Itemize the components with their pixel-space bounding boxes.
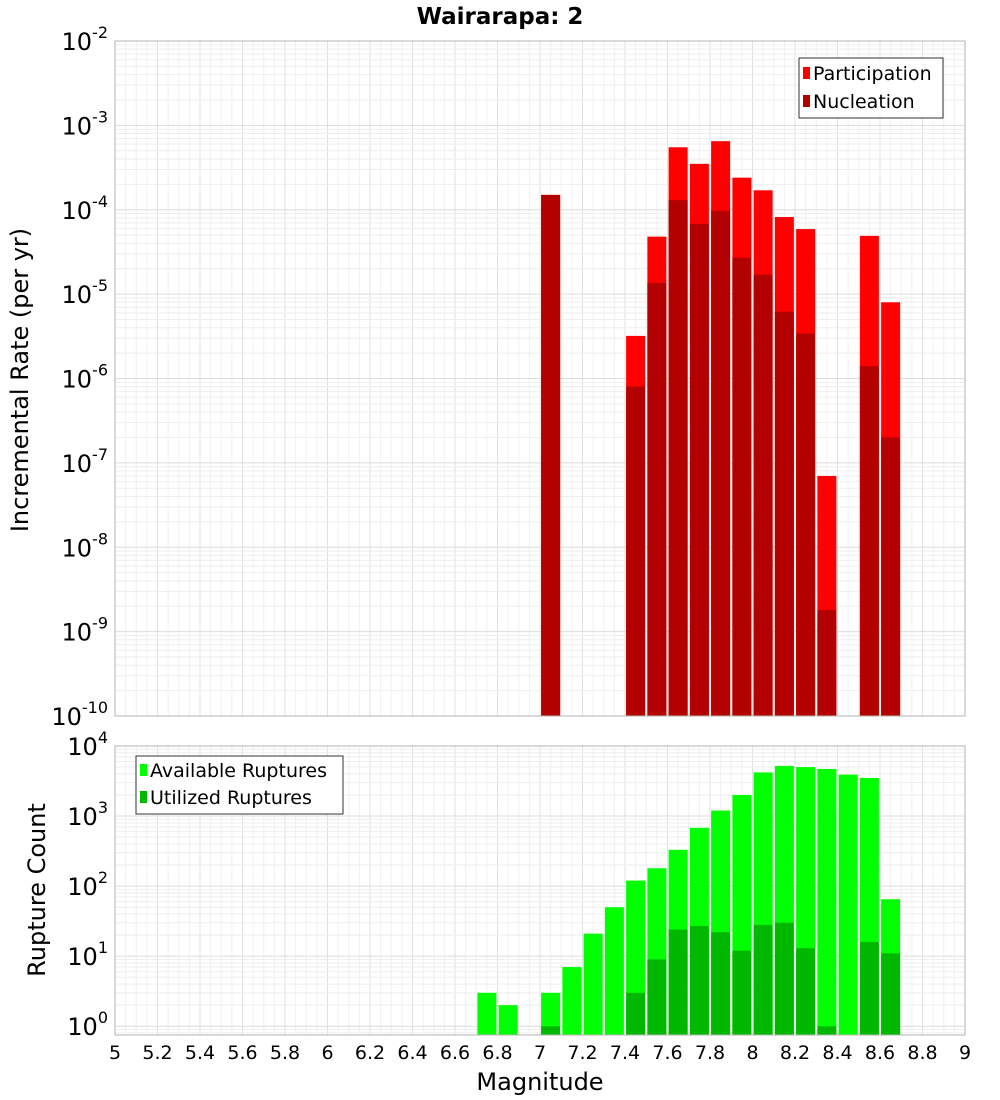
x-tick-label: 6 <box>321 1042 333 1064</box>
nucleation-bar <box>647 283 667 716</box>
count-legend: Available Ruptures Utilized Ruptures <box>135 755 344 815</box>
y-tick-label: 10-5 <box>62 276 109 309</box>
x-tick-label: 6.4 <box>397 1042 427 1064</box>
x-tick-label: 5.6 <box>227 1042 257 1064</box>
utilized-ruptures-bar <box>732 950 752 1035</box>
rate-bars <box>541 141 901 717</box>
x-tick-label: 5.4 <box>185 1042 215 1064</box>
nucleation-bar <box>859 366 879 716</box>
available-legend-label: Available Ruptures <box>150 760 327 782</box>
x-tick-label: 8.2 <box>780 1042 810 1064</box>
available-ruptures-bar <box>838 774 858 1035</box>
nucleation-bar <box>817 610 837 716</box>
x-tick-label: 7 <box>534 1042 546 1064</box>
chart-title: Wairarapa: 2 <box>417 4 584 30</box>
utilized-ruptures-bar <box>753 924 773 1035</box>
available-ruptures-bar <box>562 967 582 1035</box>
nucleation-bar <box>881 437 901 716</box>
nucleation-legend-swatch <box>803 95 810 107</box>
rate-gridlines <box>114 40 966 717</box>
x-tick-label: 7.8 <box>695 1042 725 1064</box>
nucleation-bar <box>732 257 752 716</box>
rate-y-axis-label: Incremental Rate (per yr) <box>6 228 34 532</box>
utilized-ruptures-bar <box>774 922 794 1035</box>
y-tick-label: 10-2 <box>62 23 109 56</box>
nucleation-bar <box>796 333 816 716</box>
y-tick-label: 10-10 <box>51 698 108 731</box>
available-ruptures-bar <box>583 933 603 1035</box>
utilized-ruptures-bar <box>668 929 688 1035</box>
count-y-axis-label: Rupture Count <box>23 803 51 977</box>
available-legend-swatch <box>140 764 147 776</box>
y-tick-label: 10-6 <box>62 361 109 394</box>
y-tick-label: 10-8 <box>62 529 109 562</box>
rate-legend-box <box>798 57 944 119</box>
x-tick-label: 5.2 <box>142 1042 172 1064</box>
count-panel: 104 103 102 101 100 5 5.2 5.4 5.6 5.8 6 6.2 6.4 6.6 6… <box>23 728 971 1096</box>
nucleation-bar <box>711 210 731 716</box>
rate-plot-frame <box>114 40 966 717</box>
y-tick-label: 10-3 <box>62 107 109 140</box>
count-y-tick-labels: 104 103 102 101 100 <box>67 728 108 1041</box>
participation-legend-swatch <box>803 67 810 79</box>
available-ruptures-bar <box>817 768 837 1035</box>
utilized-legend-label: Utilized Ruptures <box>150 787 312 809</box>
available-ruptures-bar <box>477 992 497 1035</box>
nucleation-bar <box>689 223 709 716</box>
y-tick-label: 10-9 <box>62 614 109 647</box>
x-tick-label: 6.2 <box>355 1042 385 1064</box>
utilized-ruptures-bar <box>796 948 816 1035</box>
x-tick-label: 8.8 <box>907 1042 937 1064</box>
x-tick-label: 5 <box>109 1042 121 1064</box>
participation-legend-label: Participation <box>813 63 932 85</box>
x-tick-label: 8.4 <box>822 1042 852 1064</box>
utilized-ruptures-bar <box>711 932 731 1035</box>
available-ruptures-bar <box>541 992 561 1035</box>
y-tick-label: 104 <box>67 728 108 761</box>
x-axis-label: Magnitude <box>476 1068 603 1096</box>
utilized-ruptures-bar <box>689 925 709 1035</box>
nucleation-bar <box>541 194 561 716</box>
count-plot-frame <box>114 745 966 1036</box>
utilized-ruptures-bar <box>541 1026 561 1035</box>
nucleation-bar <box>753 274 773 716</box>
x-tick-label: 6.6 <box>440 1042 470 1064</box>
y-tick-label: 100 <box>67 1008 108 1041</box>
x-tick-label: 9 <box>959 1042 971 1064</box>
utilized-ruptures-bar <box>626 992 646 1035</box>
y-tick-label: 10-4 <box>62 192 109 225</box>
x-tick-label: 7.6 <box>652 1042 682 1064</box>
x-tick-label: 7.4 <box>610 1042 640 1064</box>
y-tick-label: 101 <box>67 938 108 971</box>
y-tick-label: 103 <box>67 798 108 831</box>
x-tick-labels: 5 5.2 5.4 5.6 5.8 6 6.2 6.4 6.6 6.8 7 7.2 7.4 7.6 7.8 8… <box>109 1042 971 1064</box>
utilized-ruptures-bar <box>817 1026 837 1035</box>
rate-legend: Participation Nucleation <box>798 57 944 119</box>
rate-panel: 10-2 10-3 10-4 10-5 10-6 10-7 10-8 10-9 10-10 In… <box>6 23 966 731</box>
utilized-ruptures-bar <box>647 959 667 1035</box>
x-tick-label: 6.8 <box>482 1042 512 1064</box>
count-bars <box>477 765 901 1035</box>
nucleation-bar <box>774 311 794 716</box>
rate-y-tick-labels: 10-2 10-3 10-4 10-5 10-6 10-7 10-8 10-9 10-10 <box>51 23 108 731</box>
nucleation-bar <box>626 386 646 716</box>
y-tick-label: 102 <box>67 868 108 901</box>
utilized-ruptures-bar <box>859 941 879 1035</box>
x-tick-label: 7.2 <box>567 1042 597 1064</box>
nucleation-bar <box>668 200 688 716</box>
x-tick-label: 8 <box>746 1042 758 1064</box>
x-tick-label: 5.8 <box>270 1042 300 1064</box>
count-legend-box <box>135 755 344 815</box>
x-tick-label: 8.6 <box>865 1042 895 1064</box>
utilized-ruptures-bar <box>881 953 901 1035</box>
y-tick-label: 10-7 <box>62 445 109 478</box>
available-ruptures-bar <box>604 907 624 1035</box>
available-ruptures-bar <box>498 1005 518 1035</box>
utilized-legend-swatch <box>140 791 147 803</box>
nucleation-legend-label: Nucleation <box>813 91 915 113</box>
